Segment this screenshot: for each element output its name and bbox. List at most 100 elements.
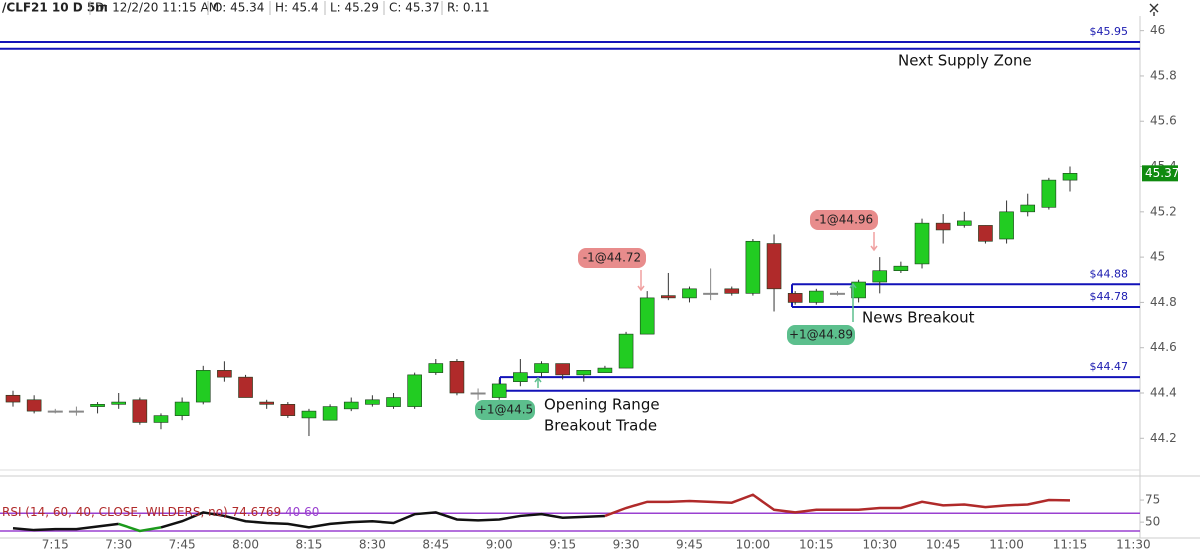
- trade-tag: [475, 400, 535, 420]
- candle-body: [343, 401, 359, 410]
- price-level-label: $44.47: [1090, 360, 1129, 373]
- x-tick-label: 9:15: [549, 538, 576, 552]
- candle-body: [365, 399, 380, 405]
- last-price-label: 45.37: [1145, 166, 1179, 180]
- y-tick-label: 50: [1145, 515, 1160, 529]
- candle-body: [766, 243, 782, 290]
- header-item: /CLF21 10 D 5m: [2, 1, 108, 15]
- y-tick-label: 75: [1145, 493, 1160, 507]
- header-item: L: 45.29: [330, 1, 379, 15]
- candle-body: [259, 401, 274, 405]
- candle-body: [238, 376, 253, 398]
- annotation: Opening Range: [544, 396, 660, 414]
- x-tick-label: 8:30: [359, 538, 386, 552]
- candle-body: [597, 367, 613, 373]
- candle-body: [724, 288, 740, 294]
- candle-body: [5, 394, 21, 403]
- x-tick-label: 7:45: [169, 538, 196, 552]
- candle-body: [174, 401, 190, 416]
- trade-label: -1@44.96: [815, 213, 873, 227]
- candle-body: [153, 415, 169, 423]
- candle-body: [999, 211, 1014, 240]
- candle-body: [935, 222, 951, 231]
- x-tick-label: 8:00: [232, 538, 259, 552]
- x-tick-label: 10:00: [736, 538, 771, 552]
- candle-body: [386, 397, 401, 407]
- candle-body: [47, 410, 63, 413]
- candle-body: [872, 270, 888, 283]
- trade-arrow-head: [870, 245, 878, 252]
- price-level-label: $44.78: [1090, 290, 1129, 303]
- trade-arrow-head: [637, 285, 645, 292]
- x-tick-label: 9:30: [613, 538, 640, 552]
- x-tick-label: 10:15: [799, 538, 834, 552]
- candle-body: [703, 292, 719, 295]
- annotation: News Breakout: [862, 309, 975, 327]
- candle-body: [682, 288, 697, 299]
- candle-body: [661, 295, 676, 299]
- x-tick-label: 11:00: [989, 538, 1024, 552]
- trade-label: -1@44.72: [583, 251, 641, 265]
- candle-body: [470, 392, 486, 395]
- trade-label: +1@44.5: [477, 403, 533, 417]
- candle-body: [893, 265, 909, 272]
- candle-body: [132, 399, 148, 423]
- rsi-label: RSI (14, 60, 40, CLOSE, WILDERS, no) 74.…: [2, 505, 319, 519]
- candle-body: [1041, 179, 1057, 208]
- header-item: H: 45.4: [275, 1, 319, 15]
- candle-body: [787, 293, 803, 303]
- x-tick-label: 11:30: [1116, 538, 1151, 552]
- rsi-line: [118, 522, 162, 533]
- trade-tag: [578, 248, 646, 268]
- y-tick-label: 44.4: [1150, 386, 1177, 400]
- price-level-label: $44.88: [1090, 267, 1129, 280]
- x-tick-label: 7:30: [105, 538, 132, 552]
- candle-body: [301, 410, 317, 419]
- candle-body: [195, 370, 211, 403]
- y-tick-label: 45: [1150, 250, 1165, 264]
- header-item: D: 12/2/20 11:15 AM: [95, 1, 219, 15]
- candle-body: [639, 297, 655, 335]
- candle-body: [829, 292, 845, 295]
- candle-body: [111, 401, 126, 405]
- y-tick-label: 44.2: [1150, 431, 1177, 445]
- candle-body: [534, 363, 549, 373]
- annotation: Next Supply Zone: [898, 52, 1032, 70]
- x-tick-label: 9:00: [486, 538, 513, 552]
- x-tick-label: 8:15: [295, 538, 322, 552]
- candle-body: [745, 240, 761, 294]
- rsi-line: [12, 522, 119, 532]
- candle-body: [280, 404, 296, 416]
- annotation: Breakout Trade: [544, 417, 657, 435]
- candle-body: [407, 374, 422, 407]
- x-tick-label: 10:30: [862, 538, 897, 552]
- candle-body: [1020, 204, 1036, 213]
- candle-body: [576, 370, 592, 376]
- candle-body: [513, 372, 528, 382]
- candle-body: [90, 404, 105, 407]
- candle-body: [1062, 173, 1078, 181]
- y-tick-label: 46: [1150, 23, 1165, 37]
- header-bar: [0, 0, 480, 17]
- trade-arrow-head: [849, 282, 857, 289]
- candle-body: [618, 333, 634, 369]
- y-tick-label: 44.8: [1150, 295, 1177, 309]
- candle-body: [68, 410, 84, 413]
- candle-body: [428, 363, 444, 373]
- y-tick-label: 44.6: [1150, 340, 1177, 354]
- x-tick-label: 7:15: [42, 538, 69, 552]
- settings-icon[interactable]: [1149, 3, 1159, 16]
- header-item: R: 0.11: [447, 1, 490, 15]
- header-item: O: 45.34: [213, 1, 264, 15]
- trade-label: +1@44.89: [789, 328, 853, 342]
- candle-body: [449, 360, 465, 394]
- x-tick-label: 8:45: [422, 538, 449, 552]
- candle-body: [26, 399, 42, 412]
- candle-body: [914, 222, 930, 265]
- candle-body: [978, 225, 993, 242]
- candle-body: [322, 406, 338, 421]
- rsi-line: [160, 511, 605, 529]
- x-tick-label: 10:45: [926, 538, 961, 552]
- x-tick-label: 9:45: [676, 538, 703, 552]
